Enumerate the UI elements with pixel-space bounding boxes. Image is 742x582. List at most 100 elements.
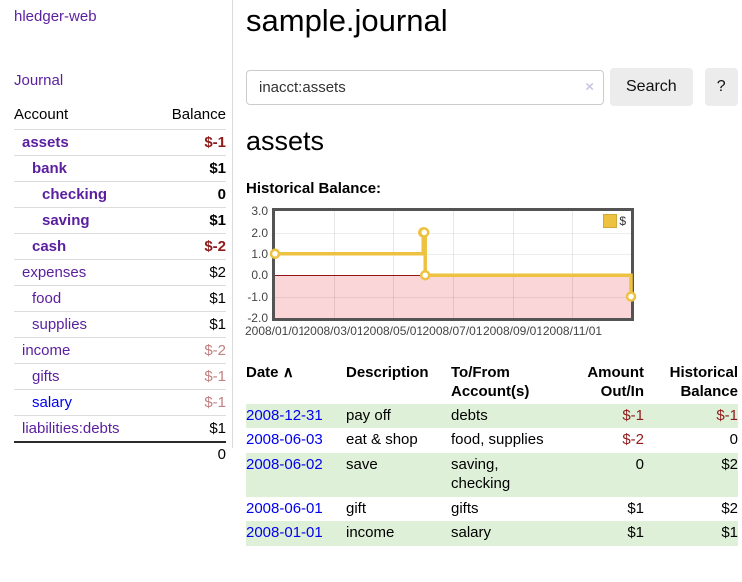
search-button[interactable]: Search (610, 68, 693, 107)
account-heading: assets (246, 126, 325, 157)
transaction-balance: $2 (721, 456, 738, 474)
account-link[interactable]: liabilities:debts (22, 420, 120, 437)
account-row: income $-2 (14, 337, 226, 364)
date-header-label: Date (246, 364, 279, 382)
register-table: Date ∧ Description To/From Account(s) Am… (246, 362, 738, 547)
account-balance: $1 (154, 311, 226, 338)
search-input[interactable] (246, 69, 604, 105)
transaction-amount: $-1 (622, 406, 644, 424)
brand-link[interactable]: hledger-web (14, 8, 97, 25)
transaction-balance: 0 (729, 431, 738, 449)
clear-search-icon[interactable]: × (585, 78, 594, 96)
account-link[interactable]: food (32, 290, 62, 307)
register-body: 2008-12-31 pay off debts $-1 $-1 2008-06-03 ea… (246, 403, 738, 547)
amount-header-line2: Out/In (600, 382, 644, 400)
search-box: × (246, 69, 604, 105)
gridline (275, 296, 631, 298)
transaction-balance: $2 (721, 499, 738, 517)
balance-header-line1: Historical (669, 364, 738, 382)
column-header-balance: Historical Balance (644, 362, 738, 404)
account-link[interactable]: saving (42, 212, 90, 229)
account-link[interactable]: checking (42, 186, 108, 203)
chart-series-layer (269, 227, 637, 303)
account-row: cash $-2 (14, 233, 226, 260)
accounts-body: assets $-1 bank $1 checking 0 saving $1 cash $-2 e… (14, 129, 226, 442)
accounts-header-row: Account Balance (14, 103, 226, 130)
account-link[interactable]: assets (22, 134, 69, 151)
transaction-description: pay off (346, 406, 391, 424)
account-link[interactable]: bank (32, 160, 68, 177)
x-axis-tick-label: 2008/05/01 (361, 324, 425, 339)
register-header-row: Date ∧ Description To/From Account(s) Am… (246, 362, 738, 404)
sidebar-item-journal[interactable]: Journal (14, 72, 64, 89)
transaction-date-link[interactable]: 2008-06-03 (246, 431, 323, 449)
transaction-balance: $1 (721, 524, 738, 542)
page-title: sample.journal (246, 3, 448, 38)
account-row: food $1 (14, 285, 226, 312)
y-axis-tick-label: 3.0 (251, 204, 268, 219)
chart-line (275, 230, 633, 297)
accounts-header-balance: Balance (171, 106, 226, 123)
table-row: 2008-06-02 save saving, checking 0 $2 (246, 453, 738, 497)
transaction-amount: $1 (627, 524, 644, 542)
account-row: checking 0 (14, 181, 226, 208)
sidebar: hledger-web Journal Account Balance asse… (0, 0, 233, 466)
account-link[interactable]: cash (32, 238, 67, 255)
x-axis-tick-label: 2008/09/01 (481, 324, 544, 339)
account-row: supplies $1 (14, 311, 226, 338)
help-button[interactable]: ? (704, 68, 738, 107)
table-row: 2008-06-03 eat & shop food, supplies $-2 0 (246, 428, 738, 453)
x-axis-tick-label: 2008/07/01 (421, 324, 484, 339)
transaction-date-link[interactable]: 2008-06-02 (246, 456, 323, 474)
account-balance: $-1 (154, 363, 226, 390)
transaction-date-link[interactable]: 2008-01-01 (246, 524, 323, 542)
account-row: expenses $2 (14, 259, 226, 286)
gridline (512, 211, 514, 319)
balance-header-line2: Balance (680, 382, 738, 400)
historical-balance-chart: $ 3.0 2.0 1.0 0.0 -1.0 -2.0 2008/01/01 2008/03/… (243, 202, 738, 340)
x-axis-tick-label: 2008/11/01 (541, 324, 604, 339)
gridline (393, 211, 395, 319)
account-row: bank $1 (14, 155, 226, 182)
account-row: salary $-1 (14, 389, 226, 416)
transaction-description: income (346, 524, 395, 542)
account-link[interactable]: expenses (22, 264, 87, 281)
y-axis-tick-label: 2.0 (251, 225, 268, 240)
transaction-accounts: debts (451, 406, 488, 424)
chart-legend: $ (603, 214, 626, 229)
transaction-accounts: saving, checking (451, 456, 511, 492)
x-axis-tick-label: 2008/01/01 (243, 324, 307, 339)
account-link[interactable]: salary (32, 394, 73, 411)
table-row: 2008-06-01 gift gifts $1 $2 (246, 497, 738, 522)
column-header-description: Description (346, 364, 429, 382)
account-row: gifts $-1 (14, 363, 226, 390)
accounts-total-row: 0 (14, 441, 226, 466)
transaction-description: eat & shop (346, 431, 418, 449)
account-row: liabilities:debts $1 (14, 415, 226, 442)
account-balance: $1 (154, 415, 226, 442)
gridline (572, 211, 574, 319)
column-header-date[interactable]: Date ∧ (246, 362, 346, 404)
transaction-date-link[interactable]: 2008-06-01 (246, 499, 323, 517)
account-link[interactable]: gifts (32, 368, 60, 385)
column-header-amount: Amount Out/In (558, 362, 644, 404)
transaction-amount: 0 (635, 456, 644, 474)
transaction-date-link[interactable]: 2008-12-31 (246, 406, 323, 424)
account-balance: $-2 (154, 337, 226, 364)
accounts-table: Account Balance assets $-1 bank $1 checking 0… (14, 103, 226, 466)
table-row: 2008-12-31 pay off debts $-1 $-1 (246, 403, 738, 429)
account-row: saving $1 (14, 207, 226, 234)
amount-header-line1: Amount (587, 364, 644, 382)
account-balance: $1 (154, 285, 226, 312)
transaction-accounts: gifts (451, 499, 479, 517)
account-balance: $1 (154, 207, 226, 234)
column-header-accounts: To/From Account(s) (451, 362, 558, 404)
main-content: sample.journal × Search ? assets Histori… (243, 0, 738, 547)
sort-ascending-icon: ∧ (282, 364, 294, 382)
accounts-header-line1: To/From (451, 364, 510, 382)
account-link[interactable]: income (22, 342, 71, 359)
transaction-amount: $-2 (622, 431, 644, 449)
transaction-balance: $-1 (716, 406, 738, 424)
y-axis-tick-label: 0.0 (251, 268, 268, 283)
account-link[interactable]: supplies (32, 316, 88, 333)
